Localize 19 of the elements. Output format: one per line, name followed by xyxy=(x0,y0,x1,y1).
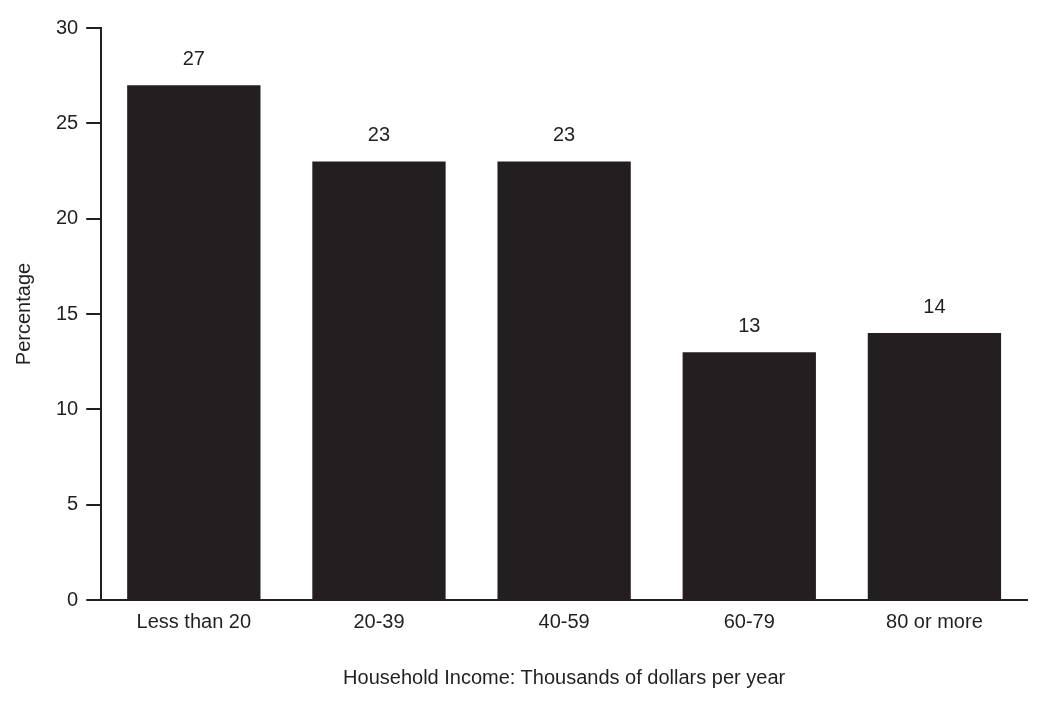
y-tick-label: 25 xyxy=(56,110,79,133)
x-tick-label: 80 or more xyxy=(886,609,983,632)
y-tick-label: 0 xyxy=(67,587,79,610)
x-tick-label: 40-59 xyxy=(538,609,590,632)
x-tick-label: 20-39 xyxy=(353,609,405,632)
y-tick-label: 10 xyxy=(56,396,79,419)
x-axis-title: Household Income: Thousands of dollars per year xyxy=(343,665,786,688)
data-label: 14 xyxy=(923,294,946,317)
y-tick-label: 15 xyxy=(56,301,79,324)
data-label: 13 xyxy=(738,313,761,336)
x-tick-label: Less than 20 xyxy=(136,609,252,632)
y-tick-label: 20 xyxy=(56,206,79,229)
y-tick-label: 5 xyxy=(67,492,79,515)
data-label: 23 xyxy=(367,122,391,145)
data-label: 23 xyxy=(553,122,576,145)
y-axis-title: Percentage xyxy=(11,262,34,366)
y-tick-label: 30 xyxy=(56,15,79,38)
data-label: 27 xyxy=(182,46,205,69)
x-tick-label: 60-79 xyxy=(723,609,775,632)
